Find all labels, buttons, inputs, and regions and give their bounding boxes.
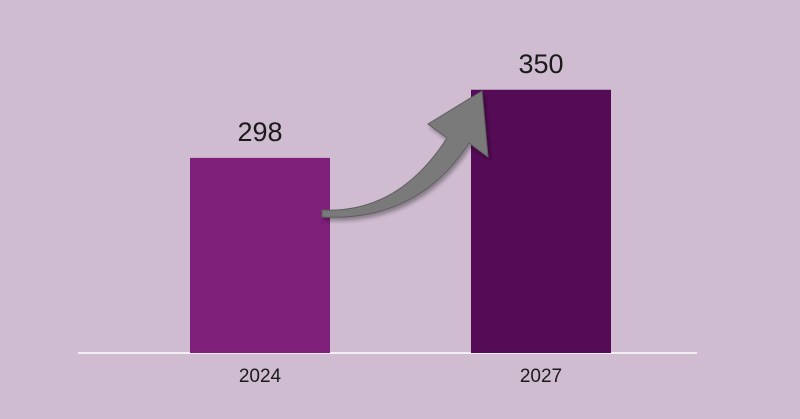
bar: [190, 157, 330, 353]
value-label: 350: [518, 49, 563, 79]
value-label: 298: [237, 117, 282, 147]
bars: [190, 89, 611, 354]
x-tick-label: 2027: [520, 366, 562, 387]
x-tick-label: 2024: [239, 366, 282, 387]
bar: [471, 89, 611, 354]
growth-arrow: [321, 90, 489, 218]
